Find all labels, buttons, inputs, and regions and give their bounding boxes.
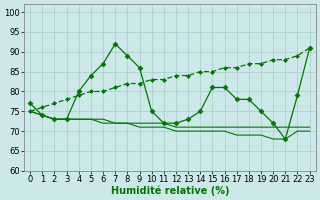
X-axis label: Humidité relative (%): Humidité relative (%): [111, 185, 229, 196]
